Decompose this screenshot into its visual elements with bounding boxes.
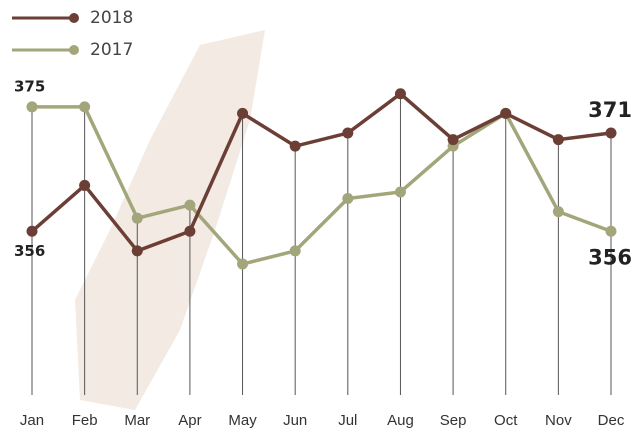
x-tick-label: Oct <box>494 412 518 429</box>
point <box>131 245 143 257</box>
point <box>342 127 354 139</box>
point <box>131 212 143 224</box>
point <box>289 140 301 152</box>
tree-illustration <box>75 30 265 410</box>
point <box>26 225 38 237</box>
x-tick-label: Jan <box>20 412 44 429</box>
x-tick-label: Feb <box>72 412 98 429</box>
value-label: 356 <box>588 245 632 269</box>
x-tick-label: May <box>228 412 257 429</box>
point <box>394 186 406 198</box>
point <box>184 199 196 211</box>
point <box>237 107 249 119</box>
point <box>605 127 617 139</box>
point <box>237 258 249 270</box>
point <box>79 101 91 113</box>
point <box>79 179 91 191</box>
value-label: 356 <box>14 242 45 260</box>
x-tick-label: Dec <box>598 412 625 429</box>
value-label: 375 <box>14 77 45 95</box>
point <box>605 225 617 237</box>
x-tick-label: Apr <box>178 412 201 429</box>
point <box>184 225 196 237</box>
point <box>26 101 38 113</box>
x-tick-label: Sep <box>440 412 467 429</box>
legend-label: 2018 <box>90 8 133 28</box>
point <box>552 134 564 146</box>
point <box>500 107 512 119</box>
legend-dot <box>69 45 79 55</box>
legend-label: 2017 <box>90 40 133 60</box>
x-tick-label: Aug <box>387 412 414 429</box>
series-line <box>30 91 612 254</box>
legend-dot <box>69 13 79 23</box>
point <box>342 193 354 205</box>
x-tick-label: Nov <box>545 412 572 429</box>
series-line <box>32 105 612 266</box>
point <box>289 245 301 257</box>
point <box>447 134 459 146</box>
point <box>552 206 564 218</box>
x-tick-label: Mar <box>124 412 150 429</box>
value-label: 371 <box>588 98 632 122</box>
x-tick-label: Jul <box>338 412 357 429</box>
point <box>394 88 406 100</box>
x-tick-label: Jun <box>283 412 307 429</box>
